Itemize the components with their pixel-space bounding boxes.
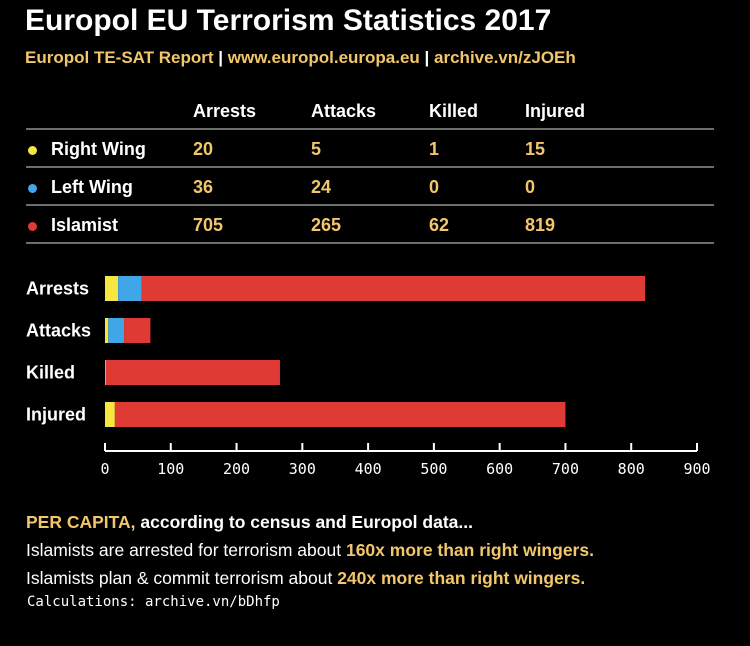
per-capita-heading-rest: according to census and Europol data...: [135, 512, 473, 532]
bar-segment-islamist: [114, 402, 566, 427]
legend-dot-icon: [28, 222, 37, 231]
cell-value: 1: [429, 139, 440, 159]
x-tick-label: 0: [100, 460, 109, 478]
line-text: Islamists are arrested for terrorism abo…: [26, 540, 346, 560]
bar-segment-right-wing: [105, 402, 115, 427]
column-header-injured: Injured: [525, 101, 586, 121]
bar-segment-left-wing: [108, 318, 125, 343]
x-tick-label: 400: [355, 460, 382, 478]
category-label: Injured: [26, 405, 86, 425]
x-tick-label: 500: [420, 460, 447, 478]
table-header-row: Arrests Attacks Killed Injured: [26, 98, 714, 130]
page-title: Europol EU Terrorism Statistics 2017: [25, 4, 552, 37]
cell-value: 705: [193, 215, 224, 235]
stats-table: Arrests Attacks Killed Injured Right Win…: [26, 98, 714, 244]
column-header-killed: Killed: [429, 101, 479, 121]
per-capita-summary: PER CAPITA, according to census and Euro…: [26, 508, 736, 592]
source-link-archive[interactable]: archive.vn/zJOEh: [434, 48, 576, 67]
cell-value: 20: [193, 139, 214, 159]
cell-value: 36: [193, 177, 214, 197]
x-tick-label: 800: [618, 460, 645, 478]
cell-value: 24: [311, 177, 332, 197]
x-tick-label: 900: [683, 460, 710, 478]
row-label: Islamist: [51, 215, 119, 235]
per-capita-line-attacks: Islamists plan & commit terrorism about …: [26, 564, 736, 592]
source-report: Europol TE-SAT Report: [25, 48, 214, 67]
per-capita-heading: PER CAPITA, according to census and Euro…: [26, 508, 736, 536]
line-highlight: 240x more than right wingers.: [337, 568, 586, 588]
cell-value: 5: [311, 139, 322, 159]
category-label: Killed: [26, 363, 75, 383]
separator: |: [419, 48, 435, 67]
x-tick-label: 100: [157, 460, 184, 478]
table-row-islamist: Islamist 705 265 62 819: [26, 206, 714, 244]
x-tick-label: 200: [223, 460, 250, 478]
x-tick-label: 600: [486, 460, 513, 478]
stacked-bar-chart: Arrests Attacks Killed Injured 0 100 200 300 400…: [26, 276, 711, 478]
cell-value: 819: [525, 215, 556, 235]
cell-value: 265: [311, 215, 342, 235]
subtitle: Europol TE-SAT Report | www.europol.euro…: [25, 48, 576, 68]
row-label: Right Wing: [51, 139, 146, 159]
cell-value: 0: [429, 177, 440, 197]
column-header-arrests: Arrests: [193, 101, 257, 121]
legend-dot-icon: [28, 184, 37, 193]
bar-segment-right-wing: [105, 318, 109, 343]
bar-segment-left-wing: [118, 276, 142, 301]
separator: |: [213, 48, 228, 67]
line-highlight: 160x more than right wingers.: [345, 540, 594, 560]
cell-value: 0: [525, 177, 536, 197]
table-row-left-wing: Left Wing 36 24 0 0: [26, 168, 714, 206]
source-link-europol[interactable]: www.europol.europa.eu: [227, 48, 420, 67]
row-label: Left Wing: [51, 177, 133, 197]
bar-segment-islamist: [141, 276, 646, 301]
category-label: Arrests: [26, 279, 89, 299]
calculations-link[interactable]: Calculations: archive.vn/bDhfp: [27, 594, 280, 610]
category-label: Attacks: [26, 321, 91, 341]
x-tick-label: 700: [552, 460, 579, 478]
bar-segment-islamist: [124, 318, 151, 343]
column-header-attacks: Attacks: [311, 101, 377, 121]
line-text: Islamists plan & commit terrorism about: [26, 568, 338, 588]
cell-value: 15: [525, 139, 546, 159]
cell-value: 62: [429, 215, 450, 235]
per-capita-label: PER CAPITA,: [26, 512, 136, 532]
bar-segment-right-wing: [105, 276, 119, 301]
x-tick-label: 300: [289, 460, 316, 478]
bar-segment-islamist: [105, 360, 280, 385]
per-capita-line-arrests: Islamists are arrested for terrorism abo…: [26, 536, 736, 564]
legend-dot-icon: [28, 146, 37, 155]
table-row-right-wing: Right Wing 20 5 1 15: [26, 130, 714, 168]
